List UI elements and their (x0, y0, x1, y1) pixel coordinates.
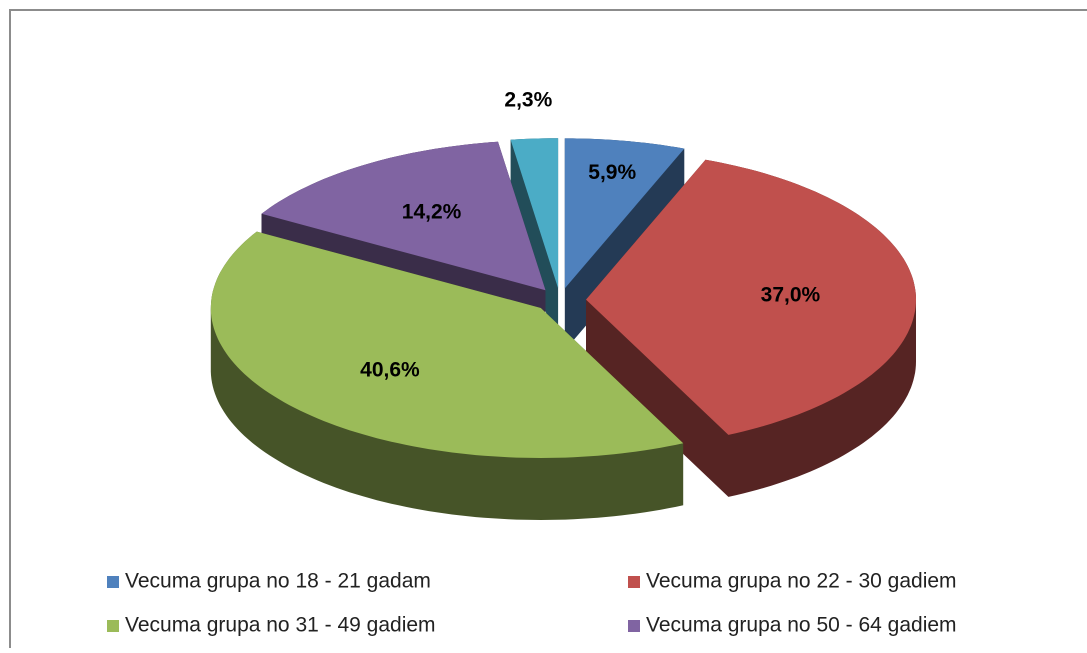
legend-swatch (107, 576, 119, 588)
data-label: 14,2% (402, 200, 462, 223)
legend-swatch (107, 620, 119, 632)
legend: Vecuma grupa no 18 - 21 gadam Vecuma grup… (107, 570, 957, 637)
data-label: 37,0% (761, 284, 821, 307)
legend-swatch (628, 620, 640, 632)
legend-swatch (628, 576, 640, 588)
pie (210, 138, 916, 520)
legend-label: Vecuma grupa no 50 - 64 gadiem (646, 614, 957, 637)
slice (586, 159, 916, 435)
data-label: 40,6% (360, 358, 420, 381)
slice (261, 141, 546, 291)
data-labels: 5,9% 37,0% 40,6% 14,2% 2,3% (360, 89, 820, 382)
data-label: 2,3% (504, 89, 552, 112)
data-label: 5,9% (588, 161, 636, 184)
slice (510, 138, 559, 289)
slice (564, 138, 685, 289)
legend-label: Vecuma grupa no 18 - 21 gadam (125, 570, 431, 593)
slice (210, 231, 684, 458)
legend-label: Vecuma grupa no 22 - 30 gadiem (646, 570, 957, 593)
legend-label: Vecuma grupa no 31 - 49 gadiem (125, 614, 436, 637)
